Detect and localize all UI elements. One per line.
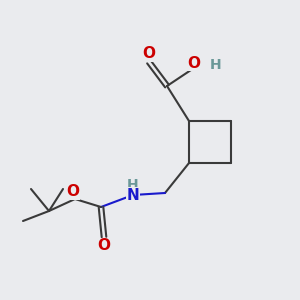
Text: O: O xyxy=(98,238,110,253)
Text: O: O xyxy=(188,56,200,70)
Text: O: O xyxy=(67,184,80,200)
Text: H: H xyxy=(210,58,222,72)
Text: H: H xyxy=(127,178,139,192)
Text: N: N xyxy=(127,188,140,202)
Text: O: O xyxy=(142,46,155,62)
